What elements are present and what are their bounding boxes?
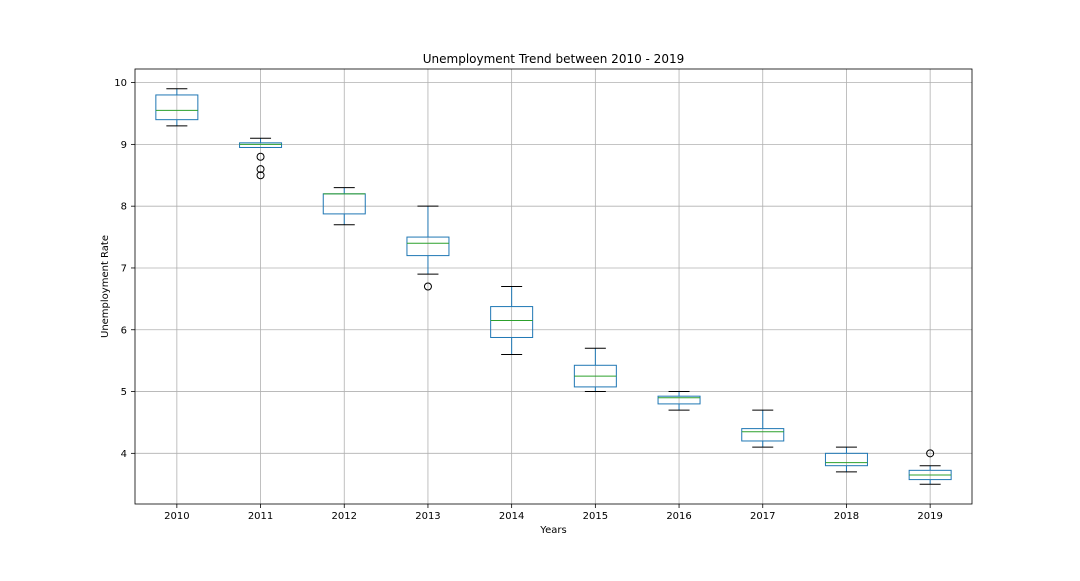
x-tick-label: 2011 [248,511,273,522]
y-tick-label: 6 [121,325,127,336]
x-tick-label: 2016 [666,511,691,522]
outlier-point [256,165,265,174]
y-tick-label: 8 [121,202,127,213]
box-iqr [155,94,199,121]
box-2016 [657,391,701,411]
box-2014 [490,286,534,355]
y-axis-label: Unemployment Rate [100,235,111,338]
x-tick-label: 2014 [499,511,524,522]
x-tick-label: 2013 [415,511,440,522]
y-tick-label: 9 [121,140,127,151]
box-2017 [741,409,785,448]
box-2010 [155,88,199,127]
box-iqr [657,395,701,405]
y-tick-label: 5 [121,387,127,398]
outlier-point [256,152,265,161]
x-tick-label: 2017 [750,511,775,522]
box-iqr [741,428,785,442]
outlier-point [256,171,265,180]
y-tick-label: 4 [121,449,127,460]
x-tick-label: 2015 [583,511,608,522]
outlier-point [926,449,935,458]
box-iqr [824,452,868,467]
box-2013 [406,205,450,291]
x-tick-label: 2012 [332,511,357,522]
x-tick-label: 2018 [834,511,859,522]
outlier-point [423,282,432,291]
box-iqr [490,306,534,338]
x-axis-label: Years [539,525,566,536]
box-2018 [824,446,868,473]
box-iqr [406,236,450,257]
grid-lines [135,69,972,504]
box-2012 [322,187,366,226]
x-tick-label: 2019 [917,511,942,522]
x-tick-label: 2010 [164,511,189,522]
box-2011 [239,137,283,180]
y-tick-label: 7 [121,263,127,274]
box-2019 [908,449,952,485]
box-iqr [239,142,283,148]
axis-ticks: 2010 2011 2012 2013 2014 2015 2016 2017 2018 2019… [114,78,943,522]
box-series [155,88,952,485]
chart-title: Unemployment Trend between 2010 - 2019 [423,52,684,66]
box-2015 [573,347,617,393]
plot-frame [134,68,973,505]
y-tick-label: 10 [114,78,127,89]
